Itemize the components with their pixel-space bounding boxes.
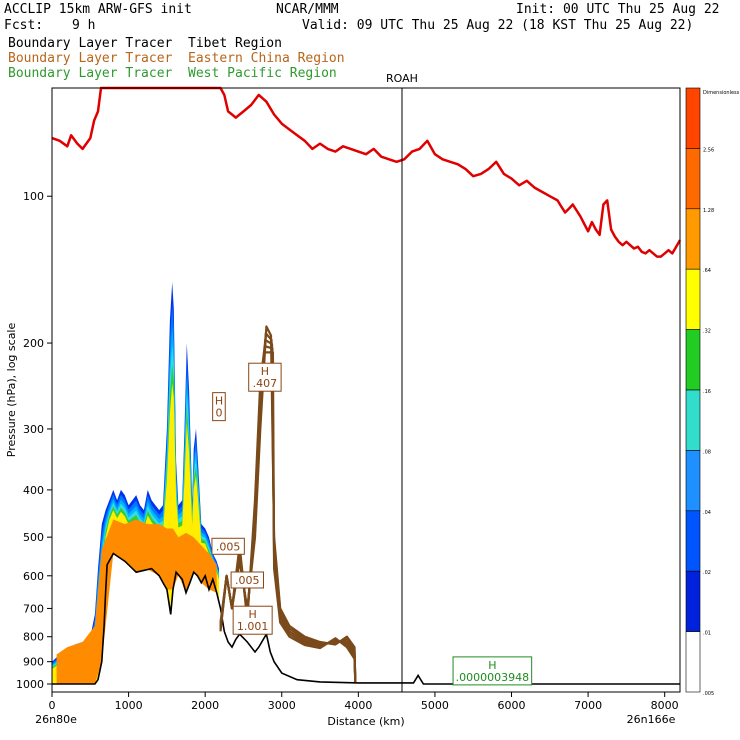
extremum-label: H0 [212,392,226,422]
extremum-box [230,571,264,589]
x-tick-label: 7000 [574,699,602,712]
extremum-box [212,392,226,422]
y-tick-label: 900 [23,656,44,669]
extremum-text: H [249,608,257,621]
extremum-box [232,605,273,635]
x-tick-label: 0 [49,699,56,712]
extremum-box [248,362,282,392]
colorbar-label: .32 [703,329,711,335]
legend-entry-west-pacific: Boundary Layer Tracer West Pacific Regio… [8,66,337,81]
colorbar-swatch [685,450,701,512]
extremum-text: 0 [215,407,222,420]
colorbar-label: .16 [703,389,711,395]
legend-region: Eastern China Region [188,51,345,66]
tropopause-line [51,86,682,258]
extremum-label: H.407 [248,362,282,392]
x-tick-label: 2000 [191,699,219,712]
extremum-box [211,537,245,555]
x-tick-label: 6000 [498,699,526,712]
colorbar-swatch [685,148,701,210]
eastern-china-contour [219,351,357,682]
x-start-label: 26n80e [35,713,77,726]
colorbar-swatch [685,631,701,693]
x-axis-label: Distance (km) [327,715,404,728]
y-tick-label: 700 [23,602,44,615]
extremum-label: H.0000003948 [452,656,533,686]
colorbar-label: .04 [703,510,711,516]
x-tick-label: 5000 [421,699,449,712]
extremum-box [452,656,533,686]
colorbar-label: .02 [703,570,711,576]
model-title: ACCLIP 15km ARW-GFS init [4,2,192,17]
extremum-text: .0000003948 [456,671,529,684]
colorbar: Dimensionless 2.56 1.28 .64 .32 .16 .08 .04 .02.… [685,87,740,697]
extremum-text: .005 [235,574,260,587]
colorbar-swatch [685,510,701,572]
x-tick-label: 4000 [344,699,372,712]
extremum-text: H [261,365,269,378]
center-label: NCAR/MMM [276,2,339,17]
extremum-label: .005 [230,571,264,589]
colorbar-label: .01 [703,631,711,637]
x-tick-label: 8000 [651,699,679,712]
colorbar-label: .005 [703,691,714,697]
extremum-text: 1.001 [237,620,269,633]
valid-time: Valid: 09 UTC Thu 25 Aug 22 (18 KST Thu … [302,18,694,33]
colorbar-swatch [685,87,701,149]
init-time: Init: 00 UTC Thu 25 Aug 22 [516,2,720,17]
colorbar-label: 2.56 [703,147,714,153]
extremum-label: H1.001 [232,605,273,635]
colorbar-label: .64 [703,268,711,274]
legend-entry-tibet: Boundary Layer Tracer Tibet Region [8,36,282,51]
legend-region: Tibet Region [188,36,282,51]
extremum-label: .005 [211,537,245,555]
legend-region: West Pacific Region [188,66,337,81]
y-tick-label: 200 [23,337,44,350]
colorbar-label: 1.28 [703,208,714,214]
extremum-text: .005 [216,540,241,553]
colorbar-swatch [685,389,701,451]
y-tick-label: 100 [23,190,44,203]
tracer-core-128 [56,519,217,684]
tracer-shell-08 [52,345,219,684]
y-tick-label: 600 [23,570,44,583]
legend-entry-eastern-china: Boundary Layer Tracer Eastern China Regi… [8,51,345,66]
plot-frame [51,87,681,693]
terrain-line [52,552,680,685]
y-axis-label: Pressure (hPa), log scale [5,323,18,458]
colorbar-label: Dimensionless [703,90,740,96]
extremum-text: .407 [253,377,278,390]
forecast-hour: 9 h [72,18,96,33]
y-tick-label: 1000 [16,678,44,691]
legend-label: Boundary Layer Tracer [8,66,173,81]
terrain-layer [52,552,680,685]
eastern-china-tracer-layer [219,325,357,682]
roah-marker-label: ROAH [386,72,418,85]
forecast-label: Fcst: [4,18,44,33]
x-tick-label: 3000 [268,699,296,712]
colorbar-label: .08 [703,449,711,455]
y-tick-label: 800 [23,631,44,644]
x-end-label: 26n166e [627,713,676,726]
y-tick-label: 400 [23,484,44,497]
y-tick-label: 500 [23,531,44,544]
legend-label: Boundary Layer Tracer [8,51,173,66]
colorbar-swatch [685,329,701,391]
x-tick-label: 1000 [115,699,143,712]
colorbar-swatch [685,268,701,330]
tropopause-layer [51,86,682,258]
colorbar-swatch [685,208,701,270]
colorbar-swatch [685,570,701,632]
extremum-text: H [488,659,496,672]
legend-label: Boundary Layer Tracer [8,36,173,51]
extremum-text: H [215,395,223,408]
y-tick-label: 300 [23,423,44,436]
tracer-fill-layer [52,282,219,684]
